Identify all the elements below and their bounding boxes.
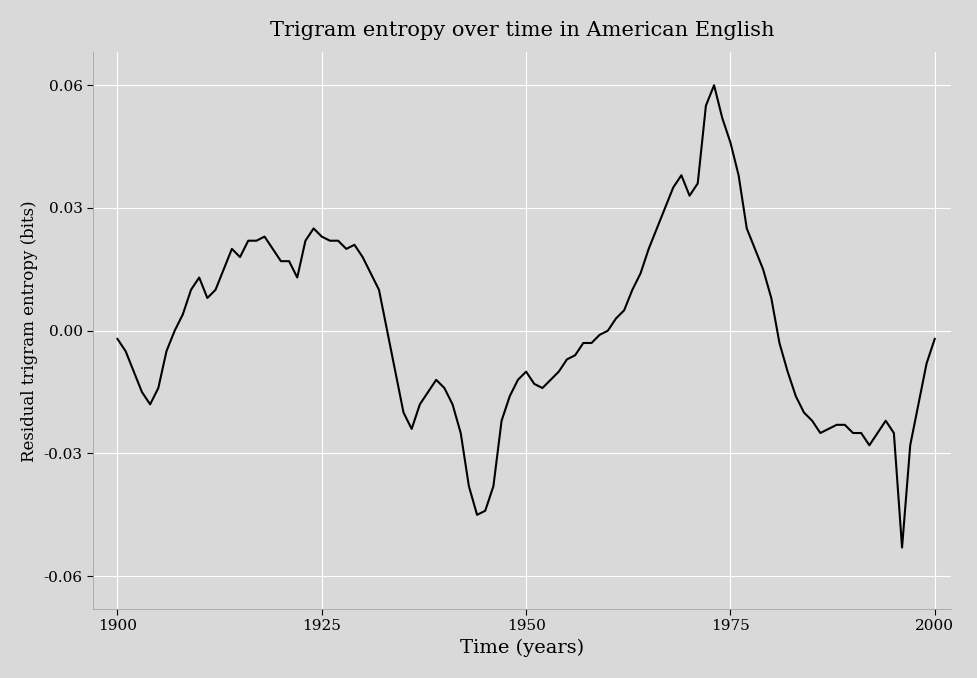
- Y-axis label: Residual trigram entropy (bits): Residual trigram entropy (bits): [21, 200, 38, 462]
- Title: Trigram entropy over time in American English: Trigram entropy over time in American En…: [270, 21, 774, 40]
- X-axis label: Time (years): Time (years): [460, 639, 584, 657]
